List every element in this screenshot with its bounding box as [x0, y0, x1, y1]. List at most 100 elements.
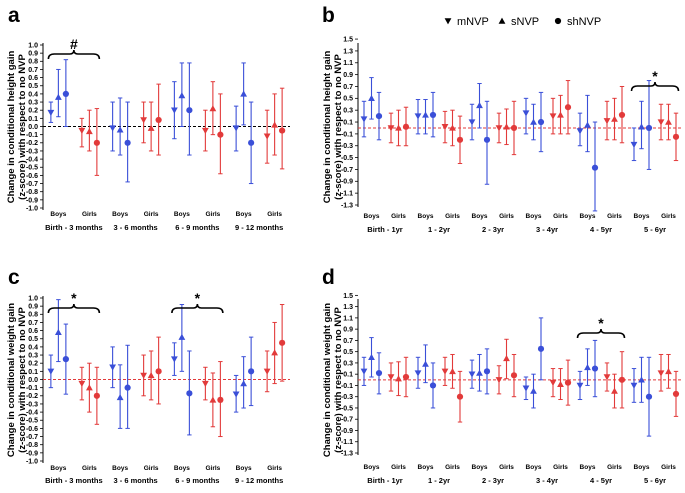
- y-tick-label: 0.9: [28, 304, 38, 311]
- category-label: 2 - 3yr: [482, 225, 504, 234]
- y-tick-label: -0.2: [26, 393, 38, 400]
- y-tick-label: -0.3: [26, 148, 38, 155]
- panel-letter: b: [322, 4, 335, 27]
- panel-c: c Change in conditional weight gain(z-sco…: [6, 266, 290, 485]
- girls-tri-up-point: [395, 124, 402, 131]
- boys-tri-up-point: [530, 118, 537, 125]
- boys-circle-point: [645, 124, 653, 132]
- girls-tri-down-point: [603, 374, 611, 381]
- y-axis-label: Change in conditional weight gain(z-scor…: [322, 303, 344, 457]
- boys-tri-down-point: [47, 368, 55, 375]
- girls-tri-up-point: [611, 115, 618, 122]
- group-label-girls: Girls: [391, 464, 406, 471]
- y-tick-label: -0.5: [26, 418, 38, 425]
- group-label-girls: Girls: [144, 211, 159, 218]
- category-label: 3 - 6 months: [114, 476, 158, 485]
- category-label: 6 - 9 months: [175, 476, 219, 485]
- boys-circle-point: [429, 382, 437, 389]
- group-label-boys: Boys: [174, 465, 190, 472]
- y-axis-label-line: (z-score) with respect to no NVP: [17, 306, 28, 452]
- y-tick-label: 0.9: [343, 327, 353, 334]
- boys-tri-down-point: [47, 109, 55, 117]
- girls-tri-up-point: [395, 375, 402, 382]
- category-label: 5 - 6yr: [644, 225, 666, 234]
- legend-tri-up-icon: [498, 17, 506, 24]
- y-axis-label: Change in conditional height gain(z-scor…: [6, 51, 28, 204]
- boys-circle-point: [375, 113, 383, 120]
- y-tick-label: -1.3: [341, 202, 353, 209]
- category-label: 9 - 12 months: [235, 223, 283, 232]
- girls-tri-down-point: [78, 127, 86, 134]
- girls-tri-up-point: [449, 367, 456, 375]
- girls-circle-point: [618, 376, 626, 383]
- y-tick-label: 0.1: [343, 119, 353, 126]
- category-label: 1 - 2yr: [428, 476, 450, 485]
- y-tick-label: -0.7: [26, 434, 38, 441]
- y-tick-label: 0.1: [28, 116, 38, 123]
- girls-circle-point: [672, 390, 680, 397]
- y-tick-label: 0.7: [343, 84, 353, 91]
- girls-tri-down-point: [657, 119, 665, 126]
- y-tick-label: -0.1: [341, 383, 353, 390]
- y-tick-label: 1.1: [343, 315, 353, 322]
- y-tick-label: -0.3: [341, 394, 353, 401]
- legend-tri-down-icon: [444, 18, 452, 25]
- panel-letter: d: [322, 266, 335, 289]
- girls-circle-point: [217, 396, 224, 403]
- girls-circle-point: [672, 133, 680, 140]
- category-label: 4 - 5yr: [590, 476, 612, 485]
- boys-tri-up-point: [240, 90, 248, 97]
- boys-circle-point: [124, 384, 131, 391]
- boys-circle-point: [375, 369, 383, 377]
- boys-circle-point: [429, 111, 437, 119]
- y-tick-label: 0.1: [28, 369, 38, 376]
- significance-brace: [47, 303, 101, 314]
- boys-tri-down-point: [170, 356, 178, 363]
- boys-tri-up-point: [422, 111, 429, 118]
- y-tick-label: -0.8: [26, 442, 38, 449]
- boys-tri-up-point: [116, 126, 124, 133]
- y-tick-label: 0.5: [28, 83, 38, 90]
- girls-circle-point: [217, 131, 224, 138]
- girls-tri-up-point: [665, 367, 672, 375]
- boys-tri-up-point: [54, 328, 62, 335]
- significance-brace: [171, 303, 224, 314]
- girls-circle-point: [155, 116, 162, 124]
- group-label-girls: Girls: [82, 465, 97, 472]
- boys-tri-up-point: [368, 94, 375, 102]
- y-tick-label: -0.3: [341, 143, 353, 150]
- y-axis-label: Change in conditional height gain(z-scor…: [322, 51, 344, 204]
- boys-tri-up-point: [638, 123, 645, 130]
- boys-circle-point: [248, 139, 255, 146]
- girls-tri-up-point: [557, 111, 564, 118]
- boys-circle-point: [483, 136, 491, 143]
- group-label-boys: Boys: [418, 213, 434, 220]
- group-label-girls: Girls: [499, 464, 514, 471]
- boys-tri-down-point: [109, 125, 117, 132]
- girls-tri-up-point: [147, 372, 155, 379]
- y-tick-label: -0.9: [341, 179, 353, 186]
- group-label-girls: Girls: [553, 213, 568, 220]
- y-axis-label-line: Change in conditional weight gain: [6, 303, 17, 457]
- boys-tri-up-point: [476, 102, 483, 109]
- group-label-girls: Girls: [661, 464, 676, 471]
- y-tick-label: -0.7: [341, 167, 353, 174]
- boys-tri-up-point: [178, 92, 186, 99]
- group-label-boys: Boys: [472, 464, 488, 471]
- legend: mNVP sNVP shNVP: [444, 16, 601, 28]
- boys-circle-point: [537, 118, 545, 126]
- girls-circle-point: [279, 127, 286, 134]
- girls-circle-point: [456, 393, 464, 400]
- y-tick-label: -0.3: [26, 401, 38, 408]
- boys-tri-down-point: [576, 128, 584, 135]
- girls-tri-up-point: [85, 127, 93, 135]
- group-label-girls: Girls: [267, 211, 282, 218]
- boys-circle-point: [645, 393, 653, 400]
- group-label-girls: Girls: [607, 213, 622, 220]
- y-tick-label: 1.0: [28, 42, 38, 49]
- boys-tri-down-point: [414, 113, 422, 120]
- group-label-girls: Girls: [445, 464, 460, 471]
- y-tick-label: -1.0: [26, 205, 38, 212]
- y-axis-label-line: (z-score) with respect to no NVP: [333, 53, 344, 199]
